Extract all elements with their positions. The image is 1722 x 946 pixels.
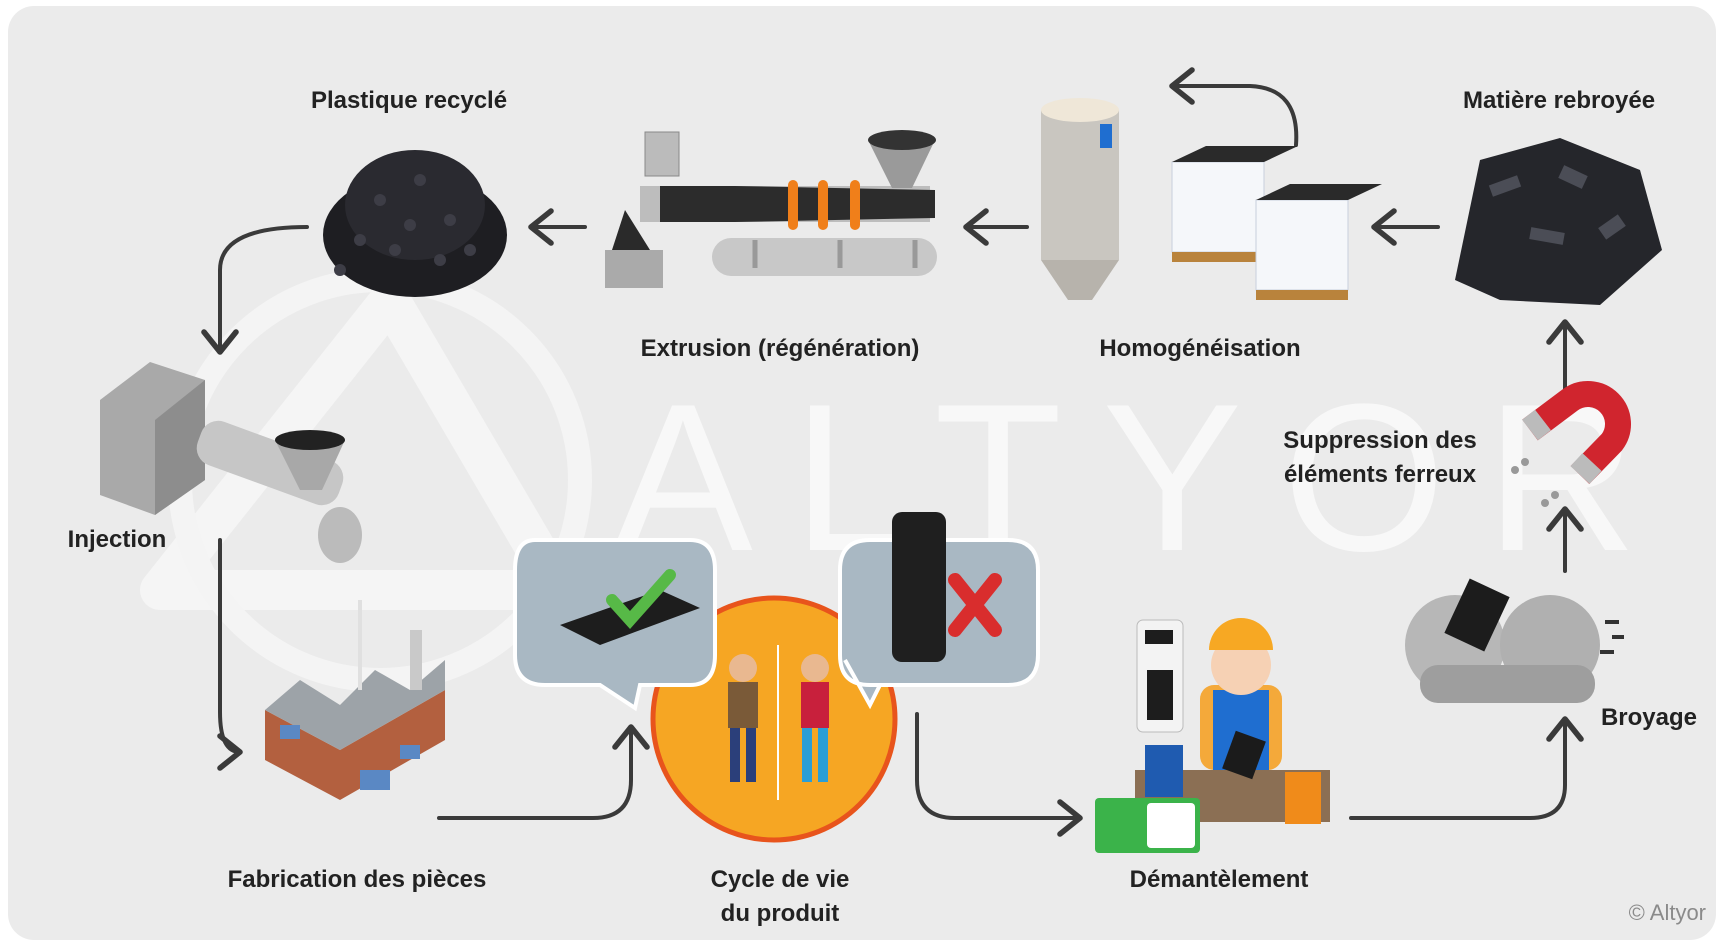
step-label: du produit	[721, 900, 840, 927]
step-label: Extrusion (régénération)	[641, 335, 920, 362]
step-label: Suppression des	[1283, 427, 1476, 454]
copyright: © Altyor	[1629, 900, 1706, 925]
step-label: Matière rebroyée	[1463, 87, 1655, 114]
step-label: éléments ferreux	[1284, 461, 1477, 488]
step-label: Démantèlement	[1130, 866, 1309, 893]
step-label: Broyage	[1601, 704, 1697, 731]
step-label: Cycle de vie	[711, 866, 850, 893]
process-diagram: ALTYOR	[0, 0, 1722, 946]
step-label: Plastique recyclé	[311, 87, 507, 114]
step-label: Injection	[68, 526, 167, 553]
step-label: Fabrication des pièces	[228, 866, 487, 893]
step-label: Homogénéisation	[1099, 335, 1300, 362]
watermark: ALTYOR	[613, 360, 1678, 595]
